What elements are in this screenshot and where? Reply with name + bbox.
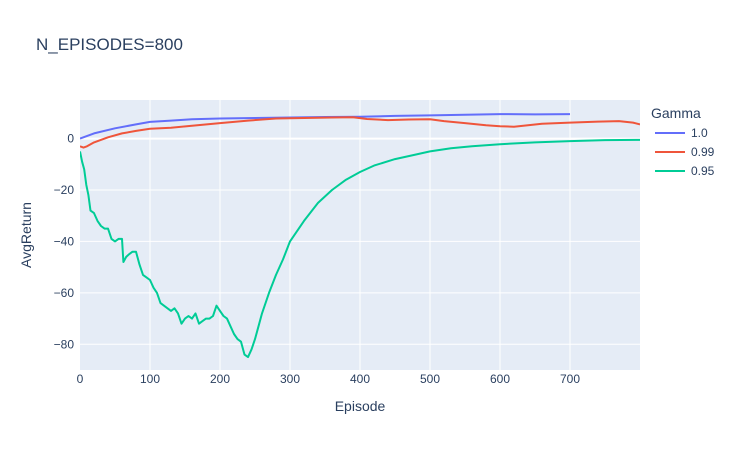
- series-line-0.95: [80, 138, 640, 359]
- legend-items: 1.0 0.99 0.95: [655, 126, 715, 178]
- x-tick-label: 600: [490, 372, 510, 386]
- chart-title: N_EPISODES=800: [36, 35, 183, 54]
- legend-label: 0.95: [691, 164, 715, 178]
- legend-label: 0.99: [691, 145, 715, 159]
- y-axis-label: AvgReturn: [18, 202, 34, 268]
- x-gridlines: [149, 100, 571, 370]
- x-tick-label: 700: [560, 372, 580, 386]
- y-tick-label: −40: [54, 234, 75, 248]
- y-tick-label: −80: [54, 337, 75, 351]
- legend-item-0.95[interactable]: 0.95: [655, 164, 715, 178]
- x-tick-label: 100: [140, 372, 160, 386]
- x-tick-label: 0: [77, 372, 84, 386]
- y-tick-label: −60: [54, 286, 75, 300]
- y-tick-labels: 0 −20 −40 −60 −80: [54, 132, 75, 352]
- legend-item-0.99[interactable]: 0.99: [655, 145, 715, 159]
- x-tick-labels: 0 100 200 300 400 500 600 700: [77, 372, 581, 386]
- legend[interactable]: Gamma 1.0 0.99 0.95: [651, 105, 715, 178]
- y-gridlines: [80, 137, 640, 345]
- y-tick-label: −20: [54, 183, 75, 197]
- x-tick-label: 500: [420, 372, 440, 386]
- legend-item-1.0[interactable]: 1.0: [655, 126, 708, 140]
- x-tick-label: 400: [350, 372, 370, 386]
- x-tick-label: 200: [210, 372, 230, 386]
- legend-label: 1.0: [691, 126, 708, 140]
- series-line-0.99: [80, 116, 640, 149]
- x-tick-label: 300: [280, 372, 300, 386]
- y-tick-label: 0: [67, 132, 74, 146]
- x-axis-label: Episode: [335, 398, 386, 414]
- legend-title: Gamma: [651, 105, 701, 121]
- series-layer: [80, 113, 640, 359]
- series-line-1.0: [80, 113, 571, 140]
